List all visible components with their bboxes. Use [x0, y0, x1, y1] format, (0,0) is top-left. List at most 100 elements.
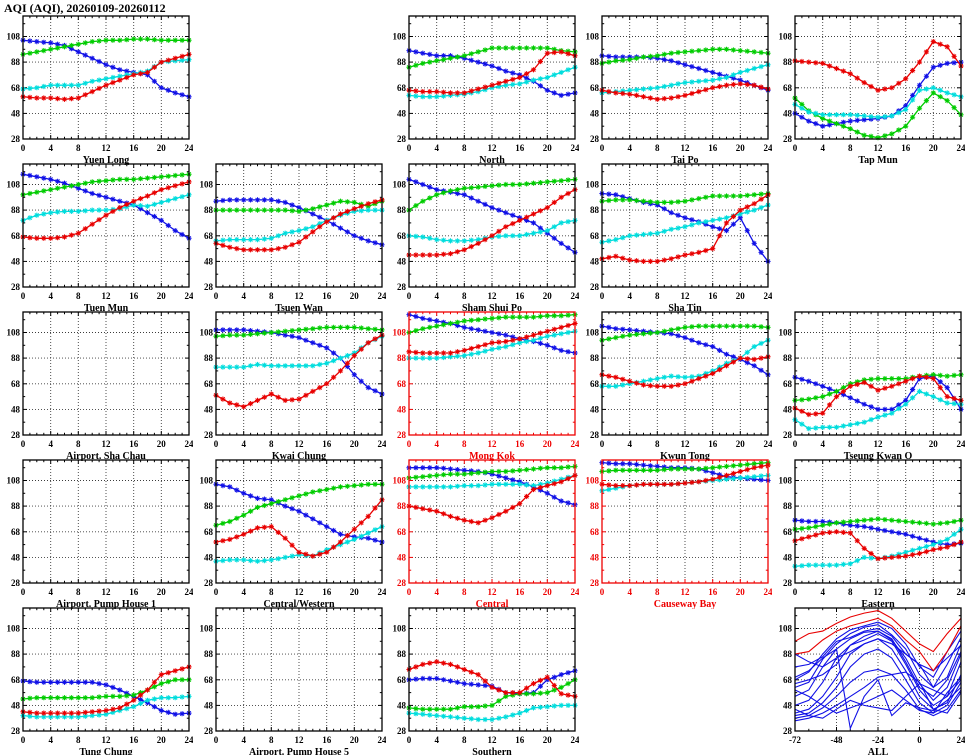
x-tick-label: 20 [157, 291, 167, 301]
x-tick-label: 24 [764, 143, 773, 153]
x-tick-label: 8 [269, 587, 274, 597]
x-tick-label: 16 [515, 439, 525, 449]
y-tick-label: 88 [590, 501, 600, 511]
y-tick-label: 68 [11, 675, 21, 685]
chart-sha-tin: 28 48 68 88 108 0 4 8 12 16 20 24 Sha Tin [579, 158, 772, 313]
chart-north: 28 48 68 88 108 0 4 8 12 16 20 24 North [386, 10, 579, 165]
x-tick-label: 0 [917, 735, 922, 745]
chart-tsuen-wan: 28 48 68 88 108 0 4 8 12 16 20 24 Tsuen Wan [193, 158, 386, 313]
x-tick-label: -24 [872, 735, 884, 745]
x-tick-label: 24 [764, 587, 773, 597]
series-green-markers [20, 171, 192, 198]
y-tick-label: 88 [397, 205, 407, 215]
all-blue-line [794, 632, 962, 707]
x-tick-label: 20 [543, 439, 553, 449]
x-tick-label: 8 [462, 735, 467, 745]
y-tick-label: 28 [204, 282, 214, 292]
y-tick-label: 28 [204, 726, 214, 736]
y-tick-label: 28 [11, 134, 21, 144]
y-tick-label: 28 [590, 578, 600, 588]
chart-title: Kwun Tong [660, 451, 710, 461]
x-tick-label: 20 [736, 291, 746, 301]
x-tick-label: 12 [102, 439, 112, 449]
x-tick-label: 16 [322, 291, 332, 301]
y-tick-label: 88 [397, 57, 407, 67]
x-tick-label: 4 [627, 439, 632, 449]
chart-svg: 28 48 68 88 108 -72 -48 -24 0 24 ALL [779, 607, 965, 755]
y-tick-label: 68 [204, 527, 214, 537]
x-tick-label: 12 [874, 587, 884, 597]
y-tick-label: 88 [397, 649, 407, 659]
y-tick-label: 48 [783, 404, 793, 414]
all-blue-line [794, 648, 962, 731]
y-tick-label: 28 [783, 726, 793, 736]
y-tick-label: 108 [393, 32, 407, 42]
y-tick-label: 48 [590, 552, 600, 562]
y-tick-label: 48 [397, 256, 407, 266]
chart-title: Central/Western [263, 599, 335, 609]
y-tick-label: 48 [397, 700, 407, 710]
y-tick-label: 48 [783, 700, 793, 710]
x-tick-label: 0 [21, 439, 26, 449]
x-tick-label: 0 [214, 439, 219, 449]
x-tick-label: 8 [462, 439, 467, 449]
y-tick-label: 108 [200, 476, 214, 486]
x-tick-label: 0 [407, 439, 412, 449]
all-blue-line [794, 676, 962, 714]
x-tick-label: 0 [793, 587, 798, 597]
x-tick-label: 8 [848, 587, 853, 597]
x-tick-label: 0 [214, 587, 219, 597]
x-tick-label: 16 [708, 143, 718, 153]
series-red-markers [213, 497, 385, 559]
x-tick-label: 8 [462, 143, 467, 153]
chart-title: Tsuen Wan [275, 303, 323, 313]
x-tick-label: 24 [571, 587, 580, 597]
y-tick-label: 48 [204, 552, 214, 562]
x-tick-label: 0 [407, 291, 412, 301]
y-tick-label: 48 [204, 404, 214, 414]
chart-tseung-kwan-o: 28 48 68 88 108 0 4 8 12 16 20 24 Tseung Kwan O [772, 306, 965, 461]
chart-title: Causeway Bay [654, 599, 717, 609]
chart-title: Kwai Chung [272, 451, 326, 461]
all-red-line [794, 610, 962, 653]
x-tick-label: 12 [681, 291, 691, 301]
x-tick-label: -48 [831, 735, 843, 745]
x-tick-label: 8 [76, 735, 81, 745]
y-tick-label: 88 [11, 353, 21, 363]
x-tick-label: 4 [434, 143, 439, 153]
x-tick-label: 16 [901, 439, 911, 449]
x-tick-label: 8 [269, 291, 274, 301]
y-tick-label: 88 [783, 353, 793, 363]
x-tick-label: 0 [600, 587, 605, 597]
chart-causeway-bay: 28 48 68 88 108 0 4 8 12 16 20 24 Causeway Bay [579, 454, 772, 609]
y-tick-label: 88 [397, 353, 407, 363]
y-tick-label: 28 [11, 726, 21, 736]
x-tick-label: 0 [407, 143, 412, 153]
chart-title: Airport. Pump House 5 [249, 747, 349, 755]
x-tick-label: 20 [929, 439, 939, 449]
x-tick-label: 12 [681, 439, 691, 449]
chart-mong-kok: 28 48 68 88 108 0 4 8 12 16 20 24 Mong Kok [386, 306, 579, 461]
y-tick-label: 68 [397, 527, 407, 537]
chart-tai-po: 28 48 68 88 108 0 4 8 12 16 20 24 Tai Po [579, 10, 772, 165]
chart-title: Southern [472, 747, 512, 755]
x-tick-label: 16 [515, 735, 525, 745]
page-title: AQI (AQI), 20260109-20260112 [4, 1, 166, 15]
x-tick-label: 4 [627, 291, 632, 301]
y-tick-label: 108 [779, 32, 793, 42]
y-tick-label: 88 [11, 501, 21, 511]
x-tick-label: 24 [764, 291, 773, 301]
x-tick-label: 16 [901, 143, 911, 153]
x-tick-label: 8 [655, 587, 660, 597]
x-tick-label: 16 [129, 587, 139, 597]
y-tick-label: 108 [586, 32, 600, 42]
y-tick-label: 28 [590, 282, 600, 292]
x-tick-label: 20 [350, 439, 360, 449]
x-tick-label: 24 [185, 587, 194, 597]
